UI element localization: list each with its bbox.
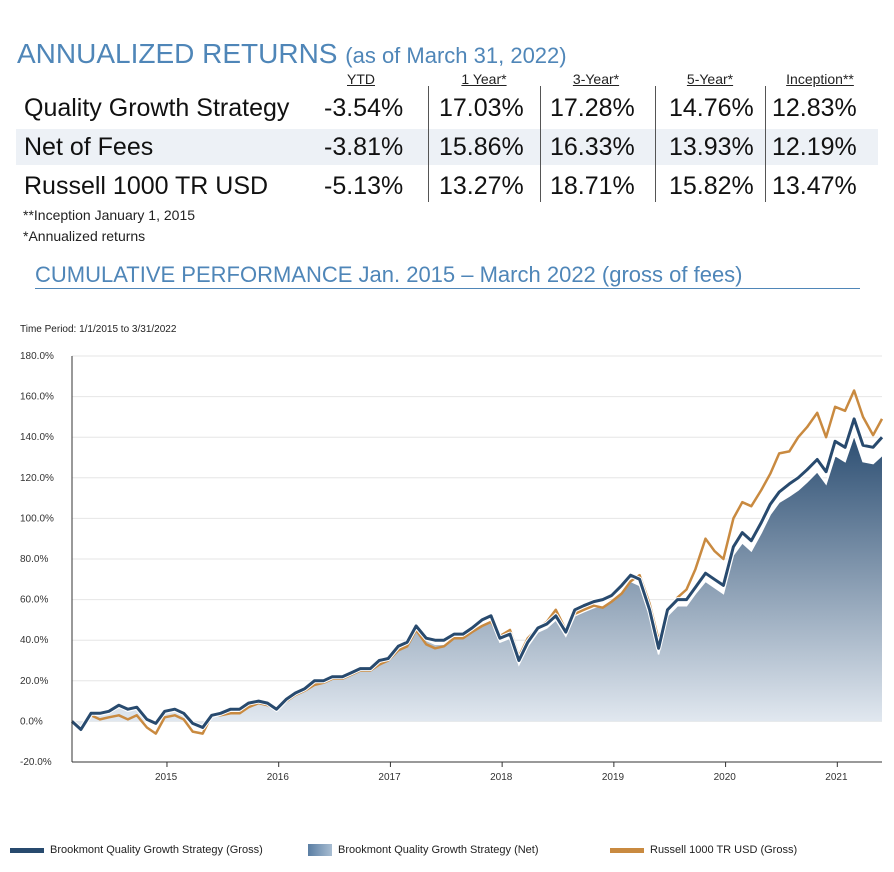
legend-swatch-russell bbox=[610, 847, 644, 853]
title-underline bbox=[35, 288, 860, 289]
y-tick-label: 0.0% bbox=[20, 716, 43, 727]
table-row: Russell 1000 TR USD -5.13% 13.27% 18.71%… bbox=[16, 168, 878, 204]
y-tick-label: 160.0% bbox=[20, 392, 54, 403]
y-tick-label: 80.0% bbox=[20, 554, 48, 565]
y-tick-label: 100.0% bbox=[20, 513, 54, 524]
legend-item-russell: Russell 1000 TR USD (Gross) bbox=[610, 844, 797, 856]
legend-swatch-net bbox=[308, 844, 332, 857]
cell-3-year: 16.33% bbox=[550, 133, 635, 161]
y-tick-label: 20.0% bbox=[20, 676, 48, 687]
returns-title-date: (as of March 31, 2022) bbox=[345, 43, 567, 68]
table-row: Net of Fees -3.81% 15.86% 16.33% 13.93% … bbox=[16, 129, 878, 165]
x-tick-label: 2015 bbox=[155, 772, 178, 783]
cell-3-year: 18.71% bbox=[550, 172, 635, 200]
row-label: Quality Growth Strategy bbox=[24, 94, 290, 122]
x-tick-label: 2019 bbox=[602, 772, 625, 783]
column-divider bbox=[765, 86, 766, 202]
cell-1-year: 15.86% bbox=[439, 133, 524, 161]
returns-title: ANNUALIZED RETURNS (as of March 31, 2022… bbox=[17, 38, 567, 70]
table-row: Quality Growth Strategy -3.54% 17.03% 17… bbox=[16, 90, 878, 126]
column-divider bbox=[540, 86, 541, 202]
y-tick-label: 40.0% bbox=[20, 635, 48, 646]
footnote-inception: **Inception January 1, 2015 bbox=[23, 207, 196, 223]
cell-1-year: 17.03% bbox=[439, 94, 524, 122]
legend-label-net: Brookmont Quality Growth Strategy (Net) bbox=[338, 844, 539, 856]
x-tick-label: 2021 bbox=[825, 772, 848, 783]
series-area-net bbox=[72, 435, 882, 730]
legend-swatch-gross bbox=[10, 847, 44, 853]
row-label: Russell 1000 TR USD bbox=[24, 172, 269, 200]
cell-ytd: -3.81% bbox=[324, 133, 404, 161]
column-divider bbox=[655, 86, 656, 202]
row-label: Net of Fees bbox=[24, 133, 154, 161]
series-line-gross bbox=[70, 417, 884, 731]
col-header-1-year: 1 Year* bbox=[461, 71, 507, 87]
cell-5-year: 15.82% bbox=[669, 172, 754, 200]
y-tick-label: 180.0% bbox=[20, 351, 54, 362]
time-period: Time Period: 1/1/2015 to 3/31/2022 bbox=[20, 324, 177, 335]
cell-ytd: -5.13% bbox=[324, 172, 404, 200]
cell-3-year: 17.28% bbox=[550, 94, 635, 122]
cumulative-title: CUMULATIVE PERFORMANCE Jan. 2015 – March… bbox=[35, 262, 743, 287]
footnote-annualized: *Annualized returns bbox=[23, 228, 146, 244]
column-divider bbox=[428, 86, 429, 202]
cell-1-year: 13.27% bbox=[439, 172, 524, 200]
x-tick-label: 2016 bbox=[267, 772, 290, 783]
legend-label-gross: Brookmont Quality Growth Strategy (Gross… bbox=[50, 844, 263, 856]
col-header-inception: Inception** bbox=[786, 71, 854, 87]
legend-item-gross: Brookmont Quality Growth Strategy (Gross… bbox=[10, 844, 263, 856]
cell-ytd: -3.54% bbox=[324, 94, 404, 122]
col-header-3-year: 3-Year* bbox=[572, 71, 620, 87]
x-tick-label: 2020 bbox=[714, 772, 737, 783]
cell-5-year: 13.93% bbox=[669, 133, 754, 161]
cell-inception: 13.47% bbox=[772, 172, 857, 200]
cell-inception: 12.83% bbox=[772, 94, 857, 122]
cell-inception: 12.19% bbox=[772, 133, 857, 161]
x-tick-label: 2017 bbox=[378, 772, 401, 783]
x-tick-label: 2018 bbox=[490, 772, 513, 783]
y-tick-label: -20.0% bbox=[20, 757, 52, 768]
cumulative-performance-chart: 180.0% 160.0% 140.0% 120.0% 100.0% 80.0% 60.0%… bbox=[20, 351, 884, 783]
col-header-ytd: YTD bbox=[347, 71, 375, 87]
legend-item-net: Brookmont Quality Growth Strategy (Net) bbox=[308, 844, 539, 857]
y-tick-label: 120.0% bbox=[20, 473, 54, 484]
col-header-5-year: 5-Year* bbox=[686, 71, 734, 87]
returns-title-main: ANNUALIZED RETURNS bbox=[17, 38, 338, 69]
legend-label-russell: Russell 1000 TR USD (Gross) bbox=[650, 844, 798, 856]
y-tick-label: 60.0% bbox=[20, 595, 48, 606]
y-tick-label: 140.0% bbox=[20, 432, 54, 443]
cell-5-year: 14.76% bbox=[669, 94, 754, 122]
